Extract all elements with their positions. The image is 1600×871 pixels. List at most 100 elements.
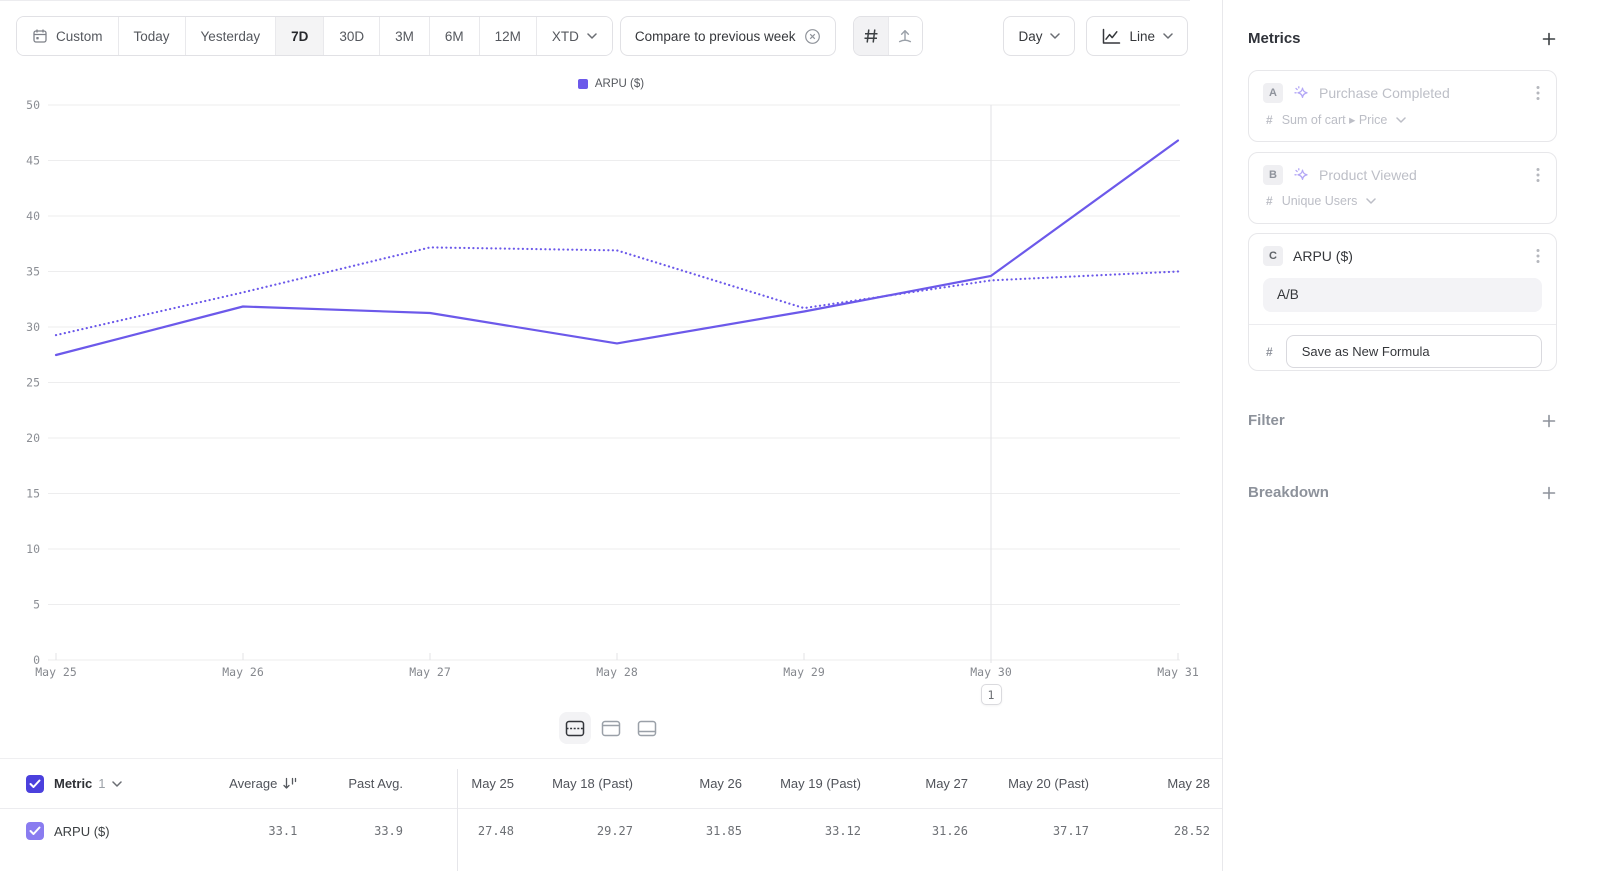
metric-card-c[interactable]: C ARPU ($) A/B # Save as New Formula [1248,233,1557,371]
layout-split-button[interactable] [559,712,591,744]
layout-bottom-panel-icon [637,720,657,736]
svg-text:May 27: May 27 [409,665,451,679]
add-metric-button[interactable] [1541,31,1557,47]
svg-text:5: 5 [33,598,40,612]
measure-label: Unique Users [1281,194,1358,208]
svg-text:May 30: May 30 [970,665,1012,679]
date-range-30d[interactable]: 30D [323,17,380,55]
date-value-cell: 37.17 [1052,824,1089,838]
granularity-button[interactable]: Day [1003,16,1076,56]
svg-text:0: 0 [33,653,40,667]
chart-type-button[interactable]: Line [1086,16,1188,56]
compare-button[interactable]: Compare to previous week [619,16,836,56]
metric-cell: ARPU ($) [0,822,213,840]
breakdown-section-header: Breakdown [1248,484,1557,501]
date-column-header: May 26 [699,776,742,791]
date-value-cell: 28.52 [1173,824,1210,838]
line-chart-icon [1103,28,1121,44]
check-icon [29,779,41,788]
top-divider [0,0,1190,1]
add-breakdown-button[interactable] [1541,485,1557,501]
date-range-xtd[interactable]: XTD [535,17,612,55]
metric-card-a[interactable]: A Purchase Completed # Sum of cart ▸ Pri… [1248,70,1557,142]
row-metric-label: ARPU ($) [54,823,110,839]
select-all-checkbox[interactable] [26,774,44,793]
check-icon [29,826,41,835]
date-range-label: 6M [444,28,464,44]
metric-menu-button[interactable] [1534,246,1542,266]
metric-card-header: B Product Viewed [1263,165,1542,185]
date-range-label: 7D [291,28,309,44]
kebab-icon [1536,86,1540,100]
metric-menu-button[interactable] [1534,83,1542,103]
measure-dropdown[interactable]: # Unique Users [1263,194,1542,208]
date-range-label: 3M [395,28,414,44]
flag-up-icon [898,30,912,43]
svg-text:May 26: May 26 [222,665,264,679]
date-range-12m[interactable]: 12M [478,17,536,55]
legend-label: ARPU ($) [594,78,645,90]
date-range-3m[interactable]: 3M [379,17,429,55]
layout-bottom-panel-button[interactable] [631,712,663,744]
layout-split-icon [565,720,585,736]
svg-text:May 31: May 31 [1157,665,1199,679]
metric-badge: A [1263,83,1283,103]
date-range-label: 30D [339,28,365,44]
remove-compare-icon[interactable] [804,28,821,45]
metric-card-header: C ARPU ($) [1263,246,1542,266]
chart-legend: ARPU ($) [0,78,1222,90]
measure-label: Sum of cart ▸ Price [1281,113,1388,127]
measure-dropdown[interactable]: # Sum of cart ▸ Price [1263,112,1542,127]
calendar-icon [33,29,47,43]
layout-top-panel-icon [601,720,621,736]
date-column-header: May 28 [1167,776,1210,791]
date-value-cell: 31.26 [931,824,968,838]
svg-text:30: 30 [26,320,40,334]
results-table: Metric 1 Average Past Avg. May 25 May 18 … [0,758,1222,871]
layout-top-panel-button[interactable] [595,712,627,744]
date-range-today[interactable]: Today [117,17,185,55]
toolbar: Custom Today Yesterday 7D 30D 3M 6M 12M XTD Comp… [16,16,1188,56]
metrics-section-header: Metrics [1248,30,1557,47]
legend-swatch [577,79,588,89]
annotation-toggle-button[interactable] [887,17,922,55]
date-range-custom[interactable]: Custom [17,17,118,55]
date-range-7d[interactable]: 7D [275,17,324,55]
sparkle-icon [1294,168,1308,181]
date-column-header: May 18 (Past) [552,776,633,791]
past-avg-column-header: Past Avg. [348,776,403,791]
annotation-badge[interactable]: 1 [980,684,1002,705]
metric-badge: B [1263,165,1283,185]
breakdown-title: Breakdown [1248,484,1329,501]
layout-toggles [0,712,1222,744]
metric-menu-button[interactable] [1534,165,1542,185]
number-icon: # [1266,194,1273,208]
sort-icon [283,777,297,789]
save-formula-button[interactable]: Save as New Formula [1285,335,1542,368]
table-column-divider [457,769,458,871]
svg-text:40: 40 [26,209,40,223]
filter-title: Filter [1248,412,1285,429]
date-range-yesterday[interactable]: Yesterday [184,17,276,55]
date-column-header: May 25 [471,776,514,791]
grid-toggle-button[interactable] [853,17,888,55]
formula-input[interactable]: A/B [1263,278,1542,312]
chart-area: ARPU ($) 0 5 10 15 20 25 30 35 40 45 50 May 25 May 2… [0,75,1222,712]
chevron-down-icon [111,780,122,787]
number-icon: # [1266,344,1273,359]
metric-badge: C [1263,246,1283,266]
kebab-icon [1536,168,1540,182]
metric-card-b[interactable]: B Product Viewed # Unique Users [1248,152,1557,224]
average-column-header[interactable]: Average [213,776,300,791]
metrics-title: Metrics [1248,30,1301,47]
row-checkbox[interactable] [26,822,44,840]
date-value-cell: 27.48 [477,824,514,838]
date-range-6m[interactable]: 6M [428,17,479,55]
add-filter-button[interactable] [1541,413,1557,429]
main-panel: Custom Today Yesterday 7D 30D 3M 6M 12M XTD Comp… [0,0,1222,871]
line-chart[interactable]: 0 5 10 15 20 25 30 35 40 45 50 May 25 May 26 May 27 Ma… [0,75,1222,712]
chart-type-label: Line [1129,28,1155,44]
metric-dropdown[interactable]: Metric 1 [54,776,122,791]
svg-text:May 25: May 25 [35,665,77,679]
metric-name: Purchase Completed [1319,85,1450,101]
